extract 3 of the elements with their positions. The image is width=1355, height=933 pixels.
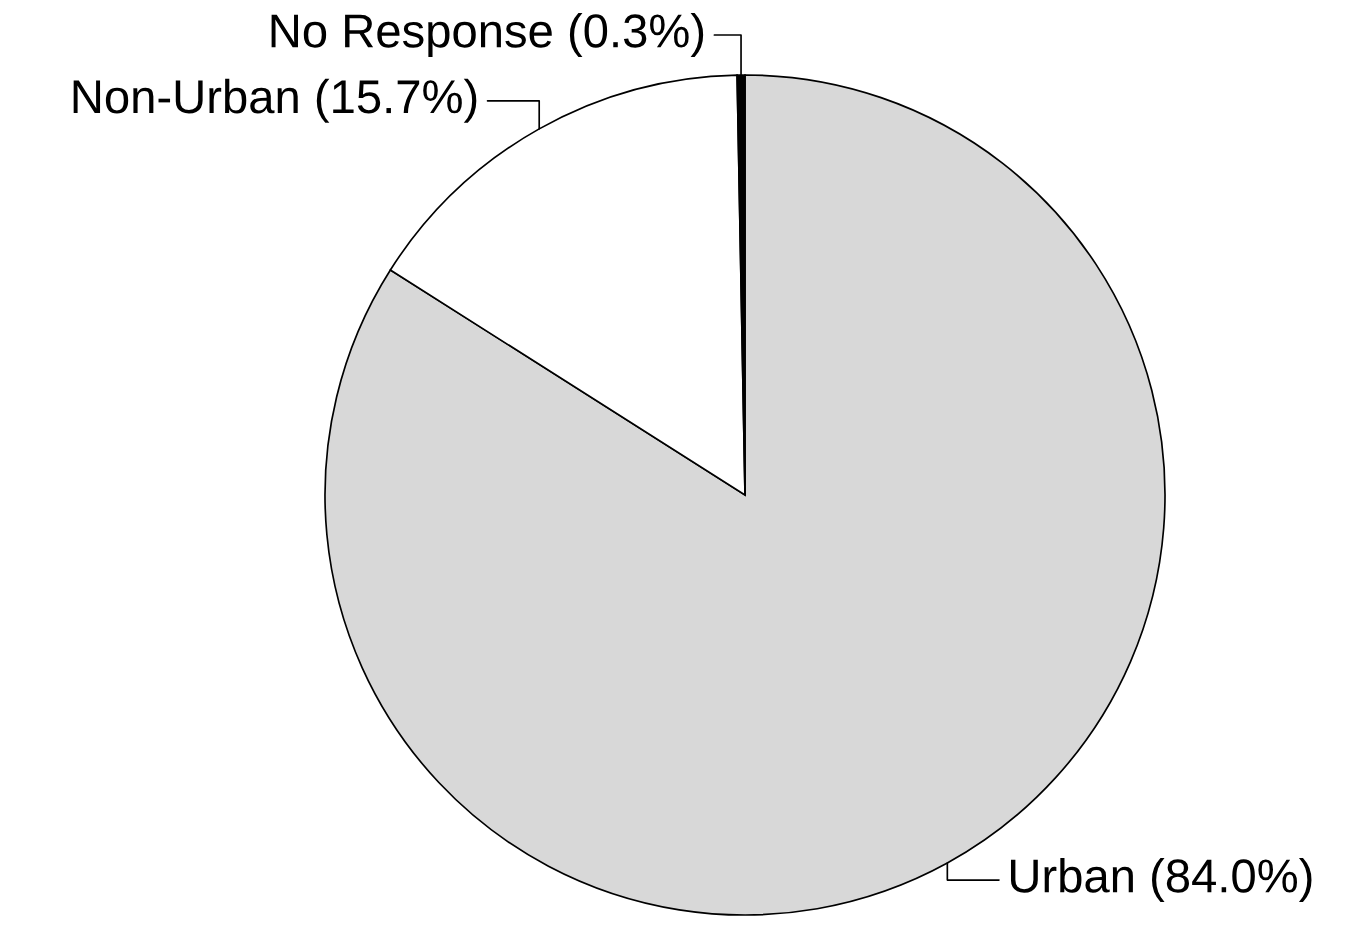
slice-label: No Response (0.3%) xyxy=(271,13,704,58)
slice-label: Non-Urban (15.7%) xyxy=(73,78,477,123)
slice-label: Urban (84.0%) xyxy=(1010,858,1312,903)
